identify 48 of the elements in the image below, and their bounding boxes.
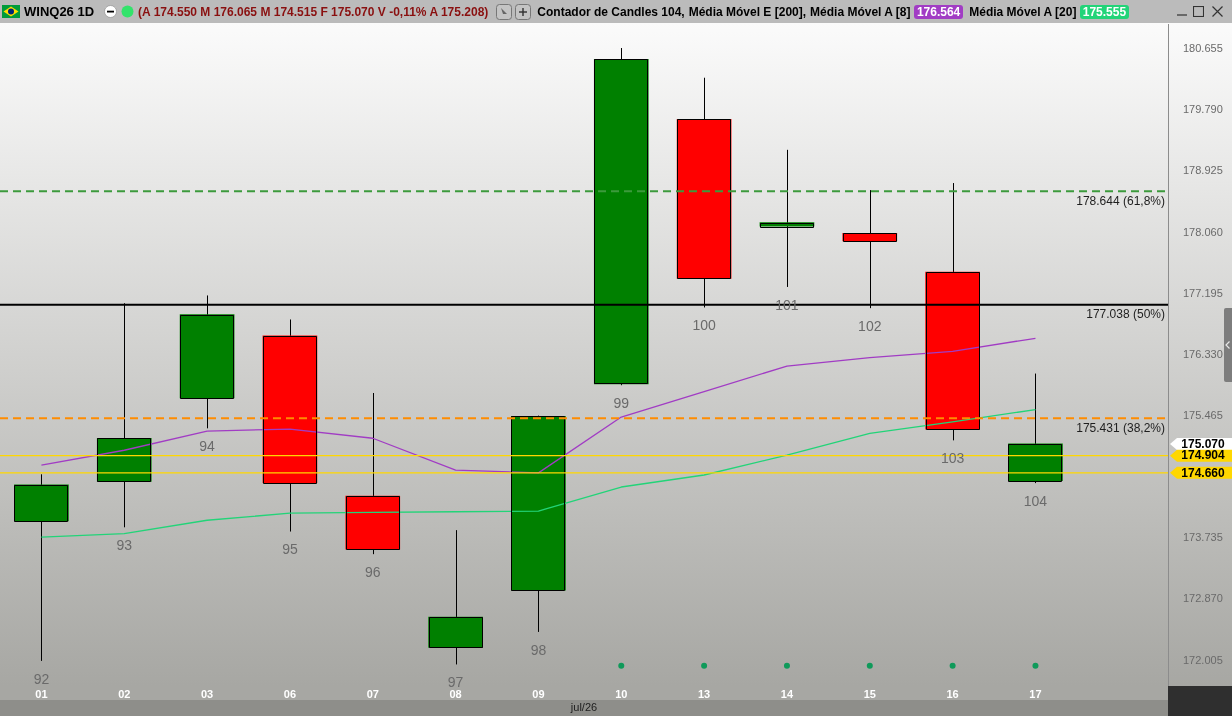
x-tick-label: 10 [615, 687, 628, 700]
y-tick-label: 178.925 [1183, 164, 1223, 177]
y-tick-label: 175.465 [1183, 409, 1223, 421]
ref-line-label: 177.038 (50%) [1086, 307, 1165, 322]
ref-line-label: 175.431 (38,2%) [1076, 420, 1165, 435]
y-tick-label: 172.005 [1183, 653, 1223, 666]
x-tick-label: 14 [780, 687, 794, 700]
x-tick-label: 15 [863, 687, 876, 700]
y-tick-label: 177.195 [1183, 286, 1223, 299]
x-tick-label: 16 [946, 687, 959, 700]
text: 175.070 [1181, 436, 1226, 451]
y-tick-label: 178.060 [1183, 225, 1223, 238]
x-tick-label: 02 [118, 687, 131, 700]
candlestick [759, 149, 815, 288]
chart-subtitle: (A 174.550 M 176.065 M 174.515 F 175.070 V -0,11% A 175.208) [138, 4, 489, 19]
y-tick-label: 172.870 [1183, 592, 1223, 605]
x-tick-label: 07 [366, 687, 379, 700]
text: 102 [858, 318, 882, 335]
x-tick-label: 09 [532, 687, 545, 700]
x-tick-label: 13 [697, 687, 711, 700]
legend-label: Média Móvel A [20] [969, 4, 1077, 19]
text: 174.904 [1181, 448, 1226, 463]
x-tick-label: 06 [283, 687, 297, 700]
text: Média Móvel E [200], [688, 4, 807, 19]
text: 100 [692, 317, 716, 334]
text: 92 [33, 670, 50, 687]
x-tick-label: 17 [1029, 687, 1042, 700]
text: 176.564 [913, 4, 964, 19]
ref-line-label: 178.644 (61,8%) [1076, 193, 1165, 208]
y-tick-label: 179.790 [1183, 103, 1223, 116]
text: 174.660 [1181, 465, 1226, 480]
x-tick-label: 03 [200, 687, 214, 700]
y-tick-label: 176.330 [1183, 347, 1223, 360]
text: 99 [613, 395, 630, 412]
x-axis-title: jul/26 [569, 701, 598, 714]
text: 93 [116, 537, 133, 554]
text: 94 [199, 438, 215, 455]
text: 95 [282, 541, 298, 558]
text: Contador de Candles 104, [537, 4, 685, 19]
text: 175.555 [1079, 4, 1130, 19]
y-tick-label: 180.655 [1183, 42, 1223, 55]
y-tick-label: 173.735 [1183, 531, 1223, 544]
legend-label: Média Móvel A [8] [810, 4, 911, 19]
x-tick-label: 01 [35, 687, 48, 700]
text: 98 [530, 641, 547, 658]
text: 104 [1023, 492, 1048, 509]
chart-title: WINQ26 1D [24, 4, 95, 19]
text: 96 [364, 564, 381, 581]
